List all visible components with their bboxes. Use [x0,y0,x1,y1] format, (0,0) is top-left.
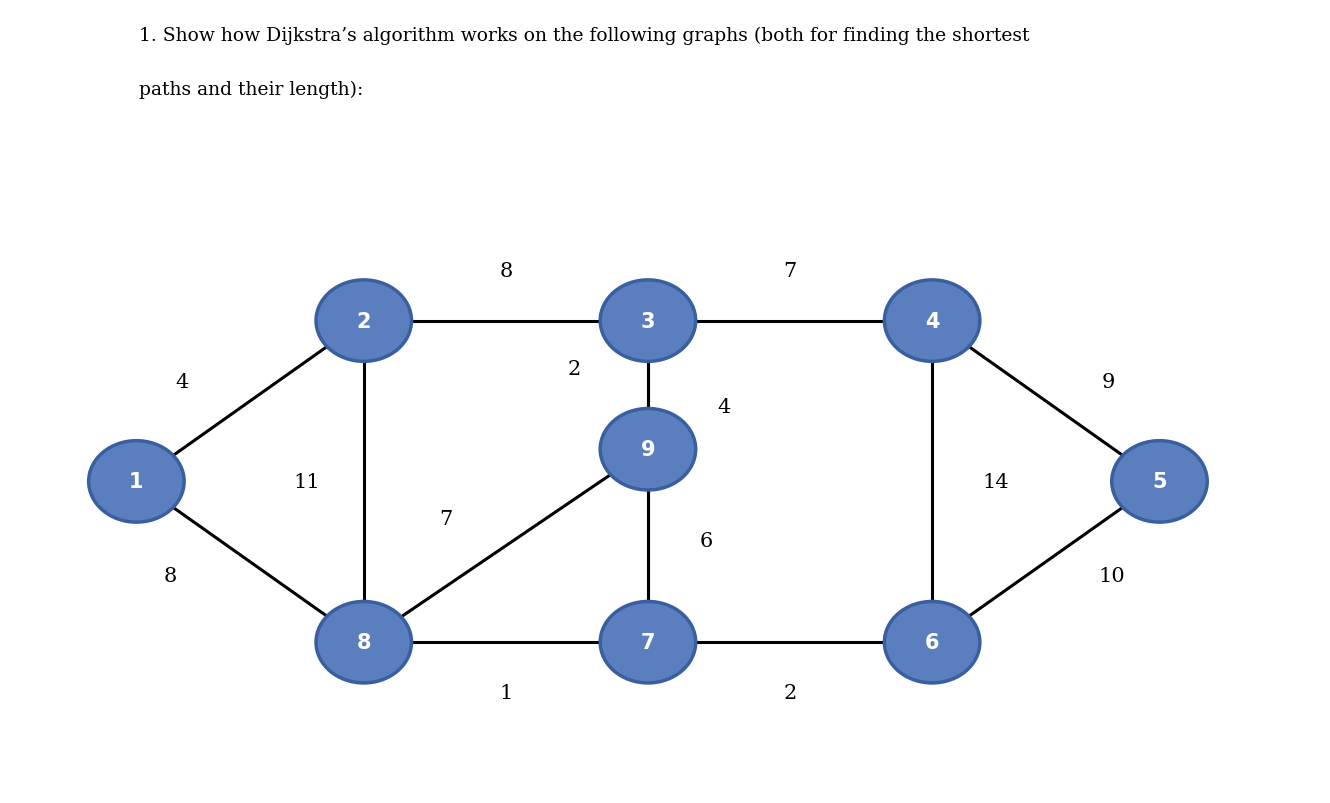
Text: 1: 1 [499,683,512,702]
Text: 1: 1 [129,472,144,491]
Ellipse shape [600,280,696,362]
Text: 2: 2 [356,312,371,331]
Ellipse shape [1112,441,1208,523]
Text: 7: 7 [439,510,452,528]
Text: 6: 6 [700,532,713,550]
Text: 14: 14 [983,472,1009,491]
Text: 4: 4 [176,373,189,392]
Text: 6: 6 [924,633,939,652]
Text: 8: 8 [356,633,371,652]
Text: 7: 7 [641,633,656,652]
Text: 2: 2 [783,683,797,702]
Text: 4: 4 [924,312,939,331]
Text: 11: 11 [294,472,321,491]
Text: 8: 8 [164,567,177,585]
Text: 5: 5 [1152,472,1166,491]
Text: 2: 2 [568,360,581,379]
Text: 8: 8 [499,262,512,280]
Ellipse shape [600,409,696,491]
Text: 9: 9 [641,440,656,459]
Ellipse shape [89,441,184,523]
Text: 10: 10 [1099,567,1125,585]
Text: paths and their length):: paths and their length): [138,80,363,99]
Text: 3: 3 [641,312,656,331]
Ellipse shape [317,280,411,362]
Text: 4: 4 [717,397,730,416]
Text: 7: 7 [783,262,797,280]
Text: 9: 9 [1101,373,1115,392]
Ellipse shape [317,601,411,683]
Ellipse shape [884,280,980,362]
Ellipse shape [600,601,696,683]
Text: 1. Show how Dijkstra’s algorithm works on the following graphs (both for finding: 1. Show how Dijkstra’s algorithm works o… [138,26,1029,45]
Ellipse shape [884,601,980,683]
